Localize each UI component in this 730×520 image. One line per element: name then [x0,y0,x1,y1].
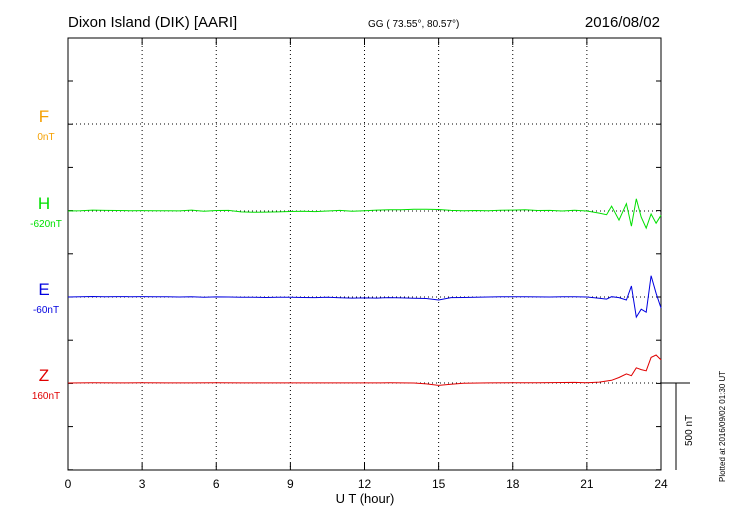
axis-ticks [67,38,662,471]
chart-date: 2016/08/02 [585,14,660,31]
station-coordinates: GG ( 73.55°, 80.57°) [368,19,459,30]
component-name-f: F [39,107,49,126]
x-tick-label: 24 [654,477,668,491]
component-baseline-h: -620nT [30,219,62,230]
x-tick-label: 15 [432,477,446,491]
component-labels: F 0nT H -620nT E -60nT Z 160nT [30,107,62,402]
station-title: Dixon Island (DIK) [AARI] [68,14,237,31]
scale-bar: 500 nT [661,382,695,470]
component-name-e: E [38,280,49,299]
component-name-z: Z [39,366,49,385]
x-tick-label: 18 [506,477,520,491]
x-tick-labels: 0 3 6 9 12 15 18 21 24 [65,477,668,491]
x-tick-label: 0 [65,477,72,491]
series-line-e [67,275,662,319]
x-tick-label: 21 [580,477,594,491]
component-name-h: H [38,194,50,213]
scale-bar-label: 500 nT [684,415,695,446]
component-baseline-e: -60nT [33,305,59,316]
plotted-timestamp: Plotted at 2016/09/02 01:30 UT [718,371,727,482]
series-line-h [67,198,662,230]
x-axis-label: U T (hour) [336,491,395,506]
x-tick-label: 3 [139,477,146,491]
x-tick-label: 6 [213,477,220,491]
component-baseline-z: 160nT [32,391,60,402]
x-tick-label: 9 [287,477,294,491]
x-tick-label: 12 [358,477,372,491]
series-lines [67,198,662,386]
component-baseline-f: 0nT [37,132,54,143]
series-line-z [67,354,662,386]
grid-lines [141,38,588,470]
